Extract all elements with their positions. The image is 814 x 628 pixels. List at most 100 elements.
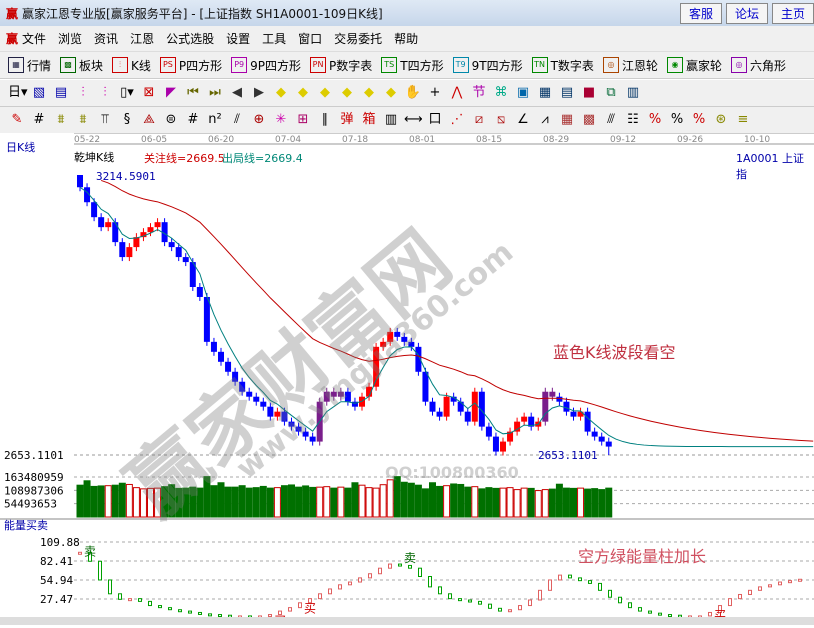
matrix2-icon[interactable]: ▩ [582, 112, 596, 127]
home-button[interactable]: 主页 [771, 3, 814, 24]
section-icon[interactable]: 节 [472, 85, 486, 100]
n2-icon[interactable]: n² [208, 112, 222, 127]
axis-panel [0, 133, 74, 625]
prev-icon[interactable]: ◀ [232, 85, 242, 100]
high-label: 3214.5901 [96, 170, 156, 183]
pattern-icon[interactable]: ⌘ [494, 85, 508, 100]
toolbar-button-7[interactable]: T9 9T四方形 [452, 57, 523, 74]
menu-item-6[interactable]: 工具 [262, 32, 287, 46]
first-icon[interactable]: ⏮ [187, 85, 199, 100]
candle-body [218, 351, 224, 362]
network-icon[interactable]: ⧉ [606, 85, 616, 100]
next-icon[interactable]: ▶ [254, 85, 264, 100]
diamond-right-icon[interactable]: ◆ [298, 85, 308, 100]
toolbar-button-10[interactable]: ◉ 赢家轮 [666, 57, 722, 74]
volume-3-icon[interactable]: ⫶ [81, 85, 85, 100]
notes-icon[interactable]: ▤ [560, 85, 574, 100]
toolbar-button-6[interactable]: TS T四方形 [381, 57, 444, 74]
pen-icon[interactable]: ✎ [11, 112, 23, 127]
spiral-icon[interactable]: § [123, 112, 131, 127]
target-icon[interactable]: ⊕ [253, 112, 265, 127]
menu-item-5[interactable]: 设置 [226, 32, 251, 46]
percent-icon[interactable]: % [670, 112, 684, 127]
diamond-x-icon[interactable]: ◆ [342, 85, 352, 100]
period-day-icon[interactable]: 日▾ [8, 85, 28, 100]
chart-area[interactable]: 05-22 06-05 06-20 07-04 07-18 08-01 08-15 08-29… [0, 133, 814, 628]
menu-item-0[interactable]: 文件 [22, 32, 47, 46]
percent-red-icon[interactable]: % [648, 112, 662, 127]
line-draw-icon[interactable]: ⋀ [451, 85, 463, 100]
mark-icon[interactable]: 弹 [340, 112, 354, 127]
box-diag-icon[interactable]: ⧄ [474, 112, 484, 127]
last-icon[interactable]: ⏭ [209, 85, 221, 100]
frame-icon[interactable]: 箱 [362, 112, 376, 127]
save-icon[interactable]: ■ [582, 85, 596, 100]
forum-button[interactable]: 论坛 [725, 3, 768, 24]
customer-service-button[interactable]: 客服 [679, 3, 722, 24]
square-icon[interactable]: ⊞ [297, 112, 309, 127]
toolbar-button-1[interactable]: ▩ 板块 [60, 57, 103, 74]
energy-bar [498, 607, 502, 612]
fan-icon[interactable]: ⫽ [234, 112, 240, 127]
table-icon[interactable]: ☷ [627, 112, 639, 127]
ruler-icon[interactable]: ⟁ [143, 112, 155, 127]
menu-item-8[interactable]: 交易委托 [334, 32, 383, 46]
diamond-h-icon[interactable]: ◆ [320, 85, 330, 100]
toolbar-button-11[interactable]: ◎ 六角形 [730, 57, 786, 74]
gold-stack-icon[interactable]: ≡ [737, 112, 749, 127]
grid-icon[interactable]: # [33, 112, 45, 127]
crosshair-icon[interactable]: + [429, 85, 441, 100]
energy-bar [158, 605, 162, 609]
diamond-left-icon[interactable]: ◆ [276, 85, 286, 100]
menu-item-7[interactable]: 窗口 [298, 32, 323, 46]
chart-type-icon[interactable]: ▧ [32, 85, 46, 100]
menu-item-3[interactable]: 江恩 [130, 32, 155, 46]
toolbar-button-5[interactable]: PN P数字表 [310, 57, 372, 74]
menu-item-2[interactable]: 资讯 [94, 32, 119, 46]
fib-icon[interactable]: ⫪ [101, 112, 109, 127]
gold-circle-icon[interactable]: ⊛ [715, 112, 727, 127]
count-icon[interactable]: ▥ [384, 112, 398, 127]
fan-lines-icon[interactable]: ⋰ [450, 112, 464, 127]
measure-icon[interactable]: ⟷ [404, 112, 423, 127]
hand-icon[interactable]: ✋ [404, 85, 422, 100]
calculator-icon[interactable]: ▦ [538, 85, 552, 100]
calendar-icon[interactable]: ▣ [516, 85, 530, 100]
hatch-icon[interactable]: ⫻ [607, 112, 615, 127]
toolbar-button-4[interactable]: P9 9P四方形 [231, 57, 301, 74]
gold-2-icon[interactable]: ⩩ [79, 112, 87, 127]
phone-icon[interactable]: ▥ [626, 85, 640, 100]
menu-item-4[interactable]: 公式选股 [166, 32, 215, 46]
parallel-icon[interactable]: ∥ [321, 112, 329, 127]
toolbar-button-2[interactable]: ⫶ K线 [112, 57, 151, 74]
candle-icon[interactable]: ▯▾ [120, 85, 134, 100]
toolbar-button-8[interactable]: TN T数字表 [531, 57, 594, 74]
toolbar-button-3[interactable]: PS P四方形 [159, 57, 222, 74]
list-icon[interactable]: ▤ [54, 85, 68, 100]
percent-lines-icon[interactable]: % [692, 112, 706, 127]
wave-icon[interactable]: ⩘ [541, 112, 549, 127]
candle-body [168, 242, 175, 248]
box-fan-icon[interactable]: ⧅ [496, 112, 506, 127]
box-icon[interactable]: 口 [428, 112, 442, 127]
flag-icon[interactable]: ◤ [166, 85, 176, 100]
diamond-all-icon[interactable]: ◆ [386, 85, 396, 100]
indicator-icon[interactable]: ⊠ [143, 85, 155, 100]
hash-icon[interactable]: # [187, 112, 199, 127]
gold-1-icon[interactable]: ⩩ [57, 112, 65, 127]
diamond-v-icon[interactable]: ◆ [364, 85, 374, 100]
menu-item-1[interactable]: 浏览 [58, 32, 83, 46]
star-icon[interactable]: ✳ [275, 112, 287, 127]
kline-chart[interactable]: 05-22 06-05 06-20 07-04 07-18 08-01 08-15 08-29… [0, 133, 814, 628]
toolbar-button-9[interactable]: ◎ 江恩轮 [602, 57, 658, 74]
angle-icon[interactable]: ∠ [517, 112, 529, 127]
menu-item-9[interactable]: 帮助 [394, 32, 419, 46]
matrix-icon[interactable]: ▦ [560, 112, 574, 127]
toolbar-button-0[interactable]: ▦ 行情 [8, 57, 51, 74]
energy-bar [608, 589, 612, 598]
volume-9-icon[interactable]: ⫶ [103, 85, 107, 100]
energy-bar [128, 598, 132, 602]
date-tick: 06-20 [208, 135, 234, 145]
candle-body [323, 391, 330, 402]
circle-grid-icon[interactable]: ⊜ [165, 112, 177, 127]
